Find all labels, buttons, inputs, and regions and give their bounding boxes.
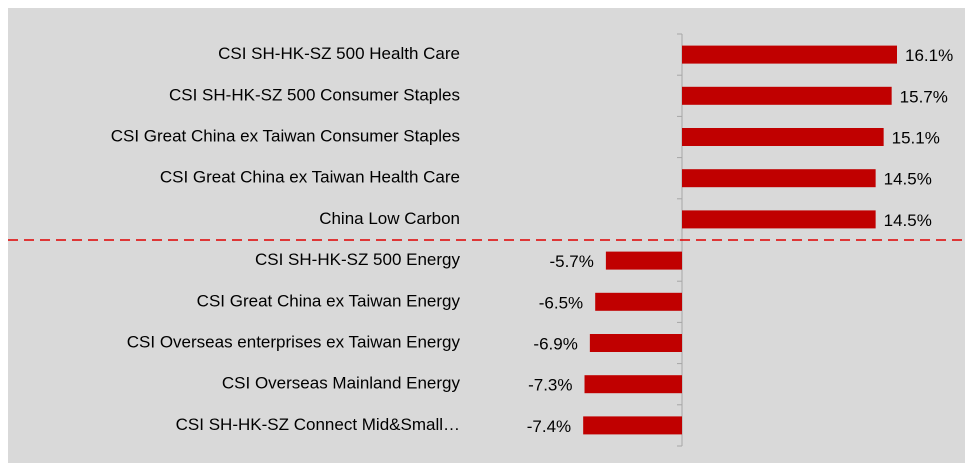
value-label: -5.7% xyxy=(549,252,593,271)
category-label: CSI Great China ex Taiwan Health Care xyxy=(160,168,460,187)
bar xyxy=(682,128,884,146)
category-label: CSI Great China ex Taiwan Consumer Stapl… xyxy=(111,126,460,145)
bar xyxy=(682,169,876,188)
category-label: CSI SH-HK-SZ 500 Health Care xyxy=(218,44,460,63)
plot-background xyxy=(8,8,965,463)
category-label: CSI SH-HK-SZ Connect Mid&Small… xyxy=(176,415,460,434)
bar xyxy=(595,292,682,311)
value-label: -6.9% xyxy=(533,334,577,353)
bar xyxy=(605,251,682,270)
value-label: 16.1% xyxy=(905,46,953,65)
bar xyxy=(682,86,892,105)
value-label: 14.5% xyxy=(884,170,932,189)
category-label: CSI Overseas enterprises ex Taiwan Energ… xyxy=(127,332,461,351)
bar xyxy=(682,210,876,229)
category-label: CSI Overseas Mainland Energy xyxy=(222,374,461,393)
value-label: 15.7% xyxy=(900,87,948,106)
bar xyxy=(589,334,682,352)
category-label: CSI Great China ex Taiwan Energy xyxy=(197,291,461,310)
bar xyxy=(583,416,682,435)
category-label: China Low Carbon xyxy=(319,209,460,228)
bar xyxy=(584,375,682,394)
bar xyxy=(682,45,897,64)
value-label: -7.4% xyxy=(527,417,571,436)
value-label: -6.5% xyxy=(539,293,583,312)
value-label: -7.3% xyxy=(528,376,572,395)
category-label: CSI SH-HK-SZ 500 Energy xyxy=(255,250,461,269)
category-label: CSI SH-HK-SZ 500 Consumer Staples xyxy=(169,85,460,104)
value-label: 14.5% xyxy=(884,211,932,230)
value-label: 15.1% xyxy=(892,128,940,147)
